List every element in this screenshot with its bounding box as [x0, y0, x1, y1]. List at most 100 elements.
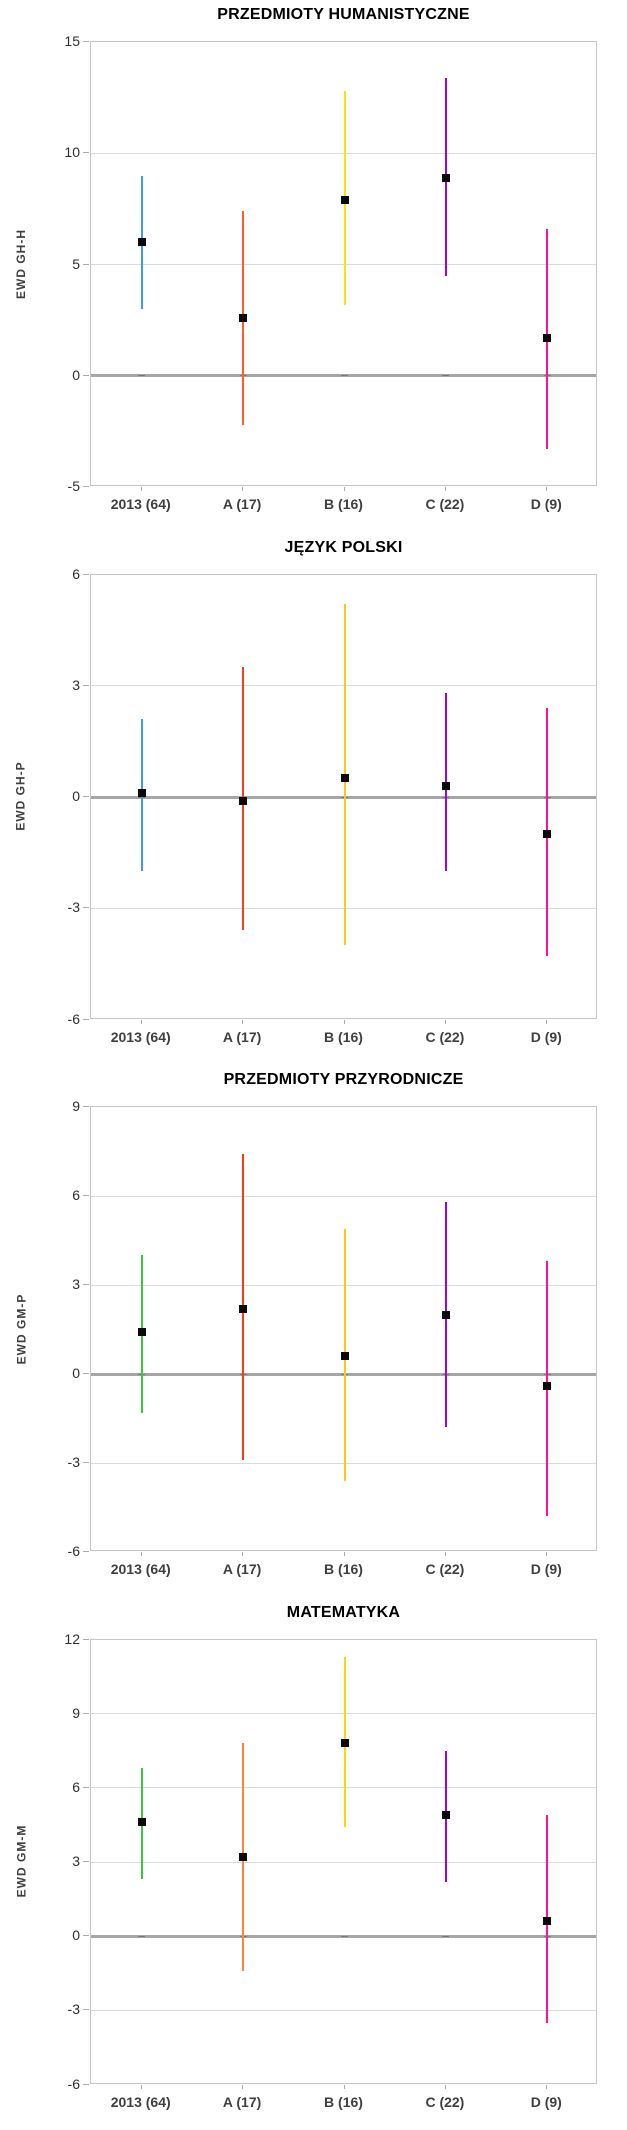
y-tick	[83, 152, 89, 154]
x-category-label: B (16)	[324, 496, 363, 512]
y-axis-title-text: EWD GH-P	[14, 761, 28, 831]
y-tick	[83, 1712, 89, 1714]
y-tick	[83, 1638, 89, 1640]
y-axis-title-text: EWD GM-M	[14, 1824, 28, 1898]
y-tick-label: -3	[67, 2001, 80, 2018]
zero-line-category-tick	[442, 1935, 450, 1937]
x-category-label: B (16)	[324, 1028, 363, 1045]
point-marker	[441, 781, 450, 790]
zero-line-category-tick	[138, 1935, 146, 1937]
gridline	[91, 1195, 596, 1197]
y-tick	[83, 907, 89, 909]
y-tick-label: -6	[67, 1010, 80, 1027]
point-marker	[543, 1381, 552, 1390]
y-axis-title-text: EWD GH-H	[14, 228, 28, 299]
y-tick	[83, 573, 89, 575]
x-category-label: C (22)	[425, 496, 465, 512]
y-tick	[83, 41, 89, 42]
y-tick	[83, 2083, 89, 2085]
y-tick	[83, 1786, 89, 1788]
point-marker	[340, 774, 349, 783]
x-tick	[140, 487, 142, 491]
y-tick-label: -3	[67, 1454, 80, 1470]
y-tick-label: -3	[67, 899, 80, 916]
x-category-label: A (17)	[222, 2093, 262, 2110]
zero-line-category-tick	[138, 375, 146, 377]
plot-area	[90, 573, 597, 1019]
point-marker	[340, 195, 349, 204]
chart-block: PRZEDMIOTY PRZYRODNICZE EWD GM-P 9 6 3 0 -3 -6 2…	[0, 1065, 627, 1598]
x-tick	[546, 2084, 548, 2089]
x-tick	[140, 1019, 142, 1024]
x-category-label: D (9)	[530, 2093, 562, 2110]
chart-title: JĘZYK POLSKI	[284, 538, 403, 556]
point-marker	[137, 1818, 146, 1827]
point-marker	[441, 1310, 450, 1319]
x-category-label: 2013 (64)	[110, 496, 171, 512]
y-tick-label: 0	[72, 1365, 80, 1381]
x-tick	[242, 487, 244, 491]
y-tick-label: -6	[67, 2075, 80, 2092]
x-tick	[140, 2084, 142, 2089]
point-marker	[239, 796, 248, 805]
chart-block: MATEMATYKA EWD GM-M 12 9 6 3 0 -3 -6 2013 (64) A (…	[0, 1598, 627, 2130]
y-tick	[83, 1195, 89, 1196]
x-tick	[140, 1552, 142, 1556]
x-tick	[343, 2084, 345, 2089]
x-category-label: B (16)	[324, 1561, 363, 1577]
x-tick	[444, 2084, 446, 2089]
x-tick	[444, 1552, 446, 1556]
y-tick	[83, 1018, 89, 1020]
x-tick	[546, 487, 548, 491]
y-tick-label: 6	[72, 1187, 80, 1203]
y-tick-label: 6	[72, 1778, 80, 1795]
y-tick-label: 3	[72, 1853, 80, 1869]
y-tick	[83, 486, 89, 487]
x-category-label: D (9)	[530, 496, 562, 512]
x-tick	[242, 1552, 244, 1556]
x-category-label: 2013 (64)	[110, 2093, 171, 2110]
x-category-label: 2013 (64)	[110, 1561, 171, 1577]
y-tick-label: 0	[72, 788, 80, 804]
x-category-label: C (22)	[425, 1028, 465, 1045]
y-tick-label: 6	[72, 565, 80, 582]
y-tick	[83, 1551, 89, 1552]
y-tick-label: 10	[64, 144, 80, 161]
chart-title: PRZEDMIOTY PRZYRODNICZE	[223, 1071, 464, 1088]
y-tick-label: 9	[72, 1704, 80, 1721]
point-marker	[543, 333, 552, 342]
point-marker	[137, 238, 146, 247]
y-axis-title: EWD GH-H	[8, 41, 34, 486]
point-marker	[137, 1328, 146, 1337]
x-tick	[546, 1019, 548, 1024]
x-category-label: A (17)	[222, 1028, 262, 1045]
chart-block: JĘZYK POLSKI EWD GH-P 6 3 0 -3 -6 2013 (64) A (1…	[0, 533, 627, 1066]
y-tick	[83, 2009, 89, 2011]
x-tick	[546, 1552, 548, 1556]
y-tick-label: 0	[72, 366, 80, 383]
y-axis-title: EWD GM-M	[8, 1639, 34, 2084]
point-marker	[340, 1739, 349, 1748]
y-tick	[83, 796, 89, 797]
plot-area	[90, 1638, 597, 2084]
point-marker	[137, 789, 146, 798]
x-tick	[343, 1552, 345, 1556]
chart-block: PRZEDMIOTY HUMANISTYCZNE EWD GH-H 15 10 5 0 -5…	[0, 0, 627, 533]
y-tick-label: 9	[72, 1098, 80, 1114]
y-tick	[83, 1935, 89, 1937]
y-axis-title: EWD GH-P	[8, 574, 34, 1019]
y-tick-label: 3	[72, 676, 80, 693]
y-tick	[83, 1373, 89, 1374]
x-category-label: A (17)	[222, 1561, 262, 1577]
x-category-label: D (9)	[530, 1561, 562, 1577]
zero-line-category-tick	[341, 375, 348, 377]
chart-title: MATEMATYKA	[286, 1603, 401, 1621]
y-tick	[83, 684, 89, 686]
x-category-label: 2013 (64)	[110, 1028, 171, 1045]
y-tick	[83, 374, 89, 376]
point-marker	[543, 830, 552, 839]
chart-title: PRZEDMIOTY HUMANISTYCZNE	[217, 6, 470, 23]
gridline	[91, 1861, 596, 1863]
y-tick	[83, 263, 89, 265]
